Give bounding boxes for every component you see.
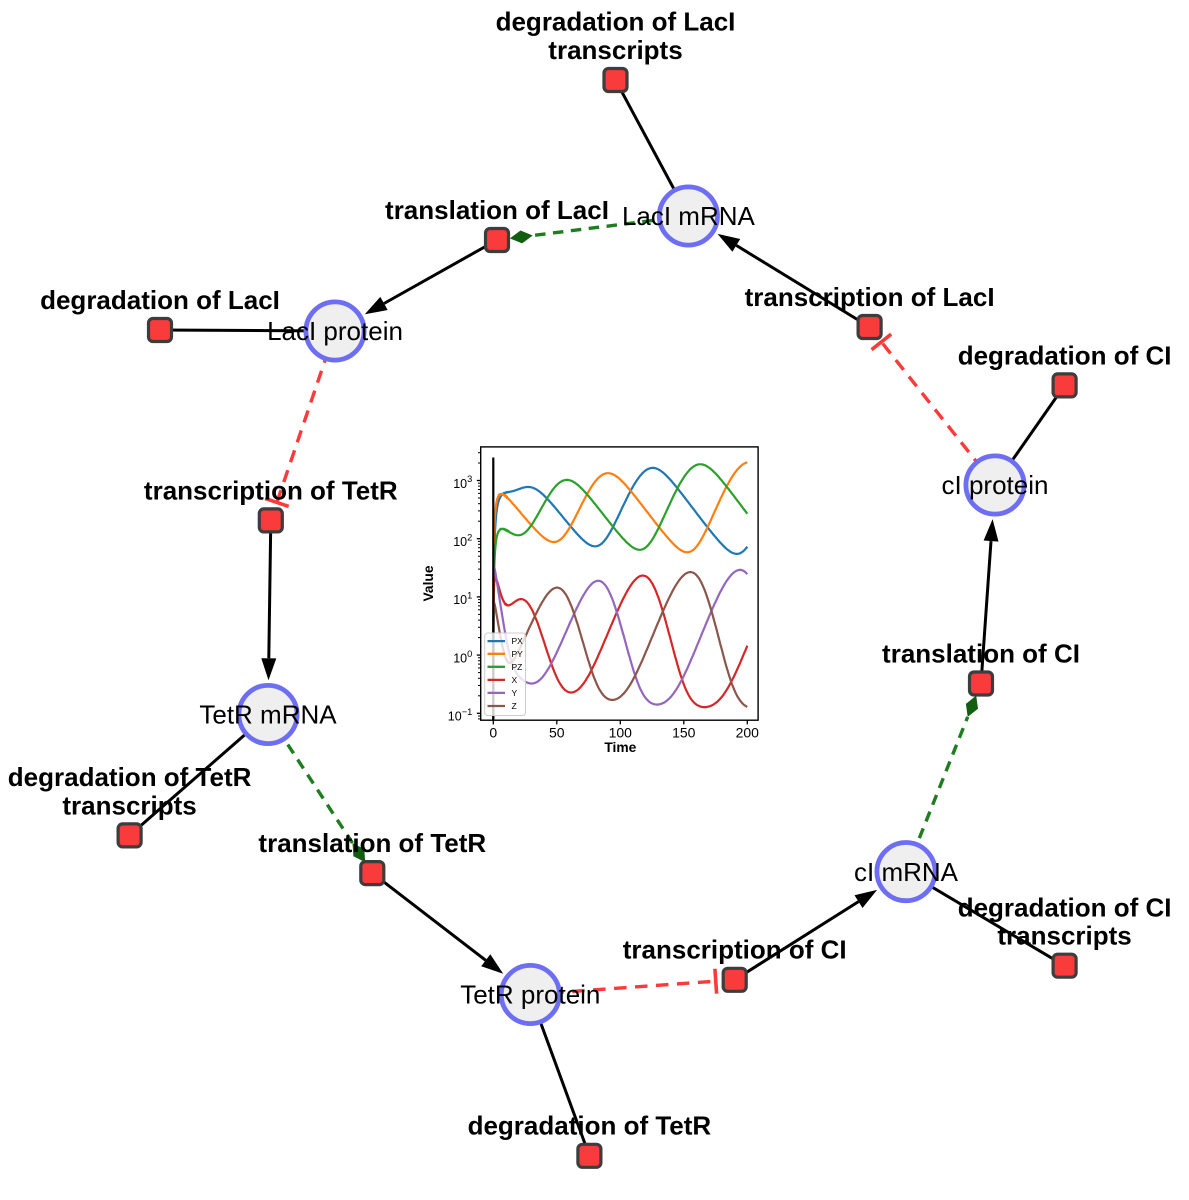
svg-text:PY: PY: [512, 649, 524, 659]
svg-text:150: 150: [672, 725, 696, 741]
svg-text:degradation of CI: degradation of CI: [958, 340, 1172, 370]
svg-text:Value: Value: [421, 565, 436, 601]
svg-text:degradation of LacI: degradation of LacI: [40, 285, 280, 315]
svg-text:transcripts: transcripts: [62, 790, 196, 820]
svg-text:degradation of TetR: degradation of TetR: [8, 762, 252, 792]
svg-text:cI mRNA: cI mRNA: [854, 857, 959, 887]
svg-text:PZ: PZ: [512, 662, 523, 672]
svg-text:transcription of CI: transcription of CI: [623, 935, 847, 965]
svg-text:translation of TetR: translation of TetR: [258, 828, 486, 858]
svg-text:Time: Time: [604, 740, 636, 755]
svg-text:100: 100: [609, 725, 633, 741]
svg-text:degradation of TetR: degradation of TetR: [468, 1111, 712, 1141]
svg-text:translation of LacI: translation of LacI: [385, 195, 609, 225]
svg-text:PX: PX: [512, 636, 524, 646]
svg-text:degradation of LacI: degradation of LacI: [496, 7, 736, 37]
svg-text:Z: Z: [512, 701, 517, 711]
svg-text:TetR mRNA: TetR mRNA: [199, 700, 337, 730]
svg-text:transcription of LacI: transcription of LacI: [745, 282, 995, 312]
svg-text:degradation of CI: degradation of CI: [958, 892, 1172, 922]
svg-text:50: 50: [549, 725, 565, 741]
svg-text:TetR protein: TetR protein: [460, 980, 600, 1010]
svg-text:LacI protein: LacI protein: [267, 316, 403, 346]
svg-text:transcripts: transcripts: [997, 921, 1131, 951]
svg-text:LacI mRNA: LacI mRNA: [622, 201, 756, 231]
svg-text:0: 0: [489, 725, 497, 741]
svg-text:translation of CI: translation of CI: [882, 638, 1080, 668]
svg-text:transcripts: transcripts: [548, 35, 682, 65]
svg-text:transcription of TetR: transcription of TetR: [144, 475, 398, 505]
svg-text:cI protein: cI protein: [942, 470, 1049, 500]
svg-text:X: X: [512, 675, 518, 685]
svg-text:200: 200: [736, 725, 760, 741]
svg-text:Y: Y: [512, 688, 518, 698]
